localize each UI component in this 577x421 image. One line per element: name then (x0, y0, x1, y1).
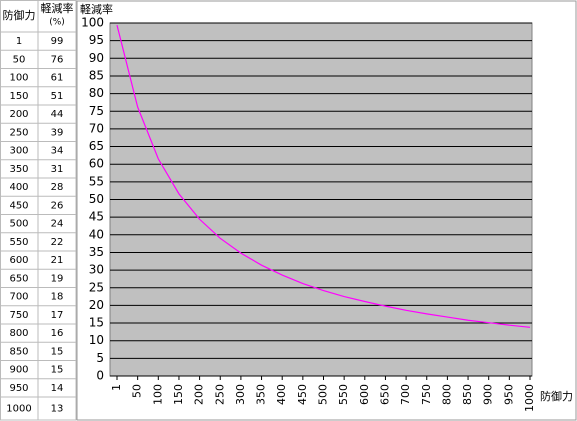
y-tick-label: 70 (89, 121, 104, 135)
y-tick-label: 100 (81, 16, 104, 30)
table-cell: 950 (9, 383, 28, 394)
table-cell: 400 (9, 182, 28, 193)
table-cell: 13 (51, 404, 64, 415)
x-tick-label: 400 (275, 384, 288, 405)
table-cell: 500 (9, 219, 28, 230)
table-cell: 44 (51, 109, 64, 120)
y-tick-label: 90 (89, 51, 104, 65)
table-cell: 50 (13, 54, 26, 65)
x-tick-label: 900 (482, 384, 495, 405)
table-cell: 61 (51, 73, 64, 84)
table-cell: 21 (51, 255, 64, 266)
x-tick-label: 550 (337, 384, 350, 405)
table-cell: 19 (51, 273, 64, 284)
y-axis-title: 軽減率 (80, 2, 113, 16)
y-tick-label: 35 (89, 245, 104, 259)
table-cell: 1000 (6, 404, 31, 415)
x-tick-label: 100 (151, 384, 164, 405)
table-cell: 28 (51, 182, 64, 193)
y-tick-label: 85 (89, 68, 104, 82)
table-cell: 200 (9, 109, 28, 120)
table-cell: 14 (51, 383, 64, 394)
y-tick-label: 45 (89, 210, 104, 224)
table-cell: 15 (51, 365, 64, 376)
table-cell: 51 (51, 91, 64, 102)
y-tick-label: 75 (89, 104, 104, 118)
table-cell: 15 (51, 346, 64, 357)
y-tick-label: 50 (89, 192, 104, 206)
table-header: 軽減率 (41, 1, 74, 15)
table-cell: 1 (16, 36, 22, 47)
x-tick-label: 300 (234, 384, 247, 405)
table-cell: 850 (9, 346, 28, 357)
y-tick-label: 60 (89, 157, 104, 171)
table-cell: 24 (51, 219, 64, 230)
y-tick-label: 0 (96, 369, 104, 383)
x-tick-label: 500 (317, 384, 330, 405)
table-cell: 900 (9, 365, 28, 376)
table-cell: 250 (9, 127, 28, 138)
x-tick-label: 950 (502, 384, 515, 405)
data-line (116, 24, 531, 328)
x-tick-label: 450 (296, 384, 309, 405)
y-tick-label: 95 (89, 33, 104, 47)
x-tick-label: 200 (193, 384, 206, 405)
y-tick-label: 65 (89, 139, 104, 153)
y-tick-label: 5 (96, 351, 104, 365)
table-cell: 150 (9, 91, 28, 102)
y-tick-label: 40 (89, 227, 104, 241)
table-cell: 16 (51, 328, 64, 339)
table-cell: 700 (9, 292, 28, 303)
x-tick-label: 700 (399, 384, 412, 405)
table-cell: 450 (9, 200, 28, 211)
table-cell: 34 (51, 146, 64, 157)
x-tick-label: 350 (255, 384, 268, 405)
table-cell: 800 (9, 328, 28, 339)
table-cell: 26 (51, 200, 64, 211)
y-tick-label: 80 (89, 86, 104, 100)
table-header: 防御力 (3, 8, 36, 22)
y-tick-label: 20 (89, 298, 104, 312)
table-cell: 600 (9, 255, 28, 266)
table-cell: 300 (9, 146, 28, 157)
table-cell: 650 (9, 273, 28, 284)
x-tick-label: 850 (461, 384, 474, 405)
table-cell: 22 (51, 237, 64, 248)
table-cell: 18 (51, 292, 64, 303)
x-tick-label: 600 (358, 384, 371, 405)
table-cell: 350 (9, 164, 28, 175)
x-tick-label: 250 (213, 384, 226, 405)
table-cell: 100 (9, 73, 28, 84)
x-tick-label: 750 (420, 384, 433, 405)
table-header: (%) (49, 18, 65, 28)
table-cell: 76 (51, 54, 64, 65)
x-tick-label: 800 (440, 384, 453, 405)
x-tick-label: 50 (131, 384, 144, 398)
table-cell: 31 (51, 164, 64, 175)
table-cell: 39 (51, 127, 64, 138)
table-cell: 99 (51, 36, 64, 47)
x-tick-label: 1000 (523, 384, 536, 412)
x-axis-title: 防御力 (540, 389, 573, 403)
y-tick-label: 55 (89, 174, 104, 188)
x-tick-label: 650 (378, 384, 391, 405)
table-cell: 750 (9, 310, 28, 321)
table-cell: 550 (9, 237, 28, 248)
y-tick-label: 25 (89, 280, 104, 294)
y-tick-label: 10 (89, 333, 104, 347)
x-tick-label: 1 (110, 384, 123, 391)
x-tick-label: 150 (172, 384, 185, 405)
y-tick-label: 15 (89, 316, 104, 330)
y-tick-label: 30 (89, 263, 104, 277)
table-cell: 17 (51, 310, 64, 321)
